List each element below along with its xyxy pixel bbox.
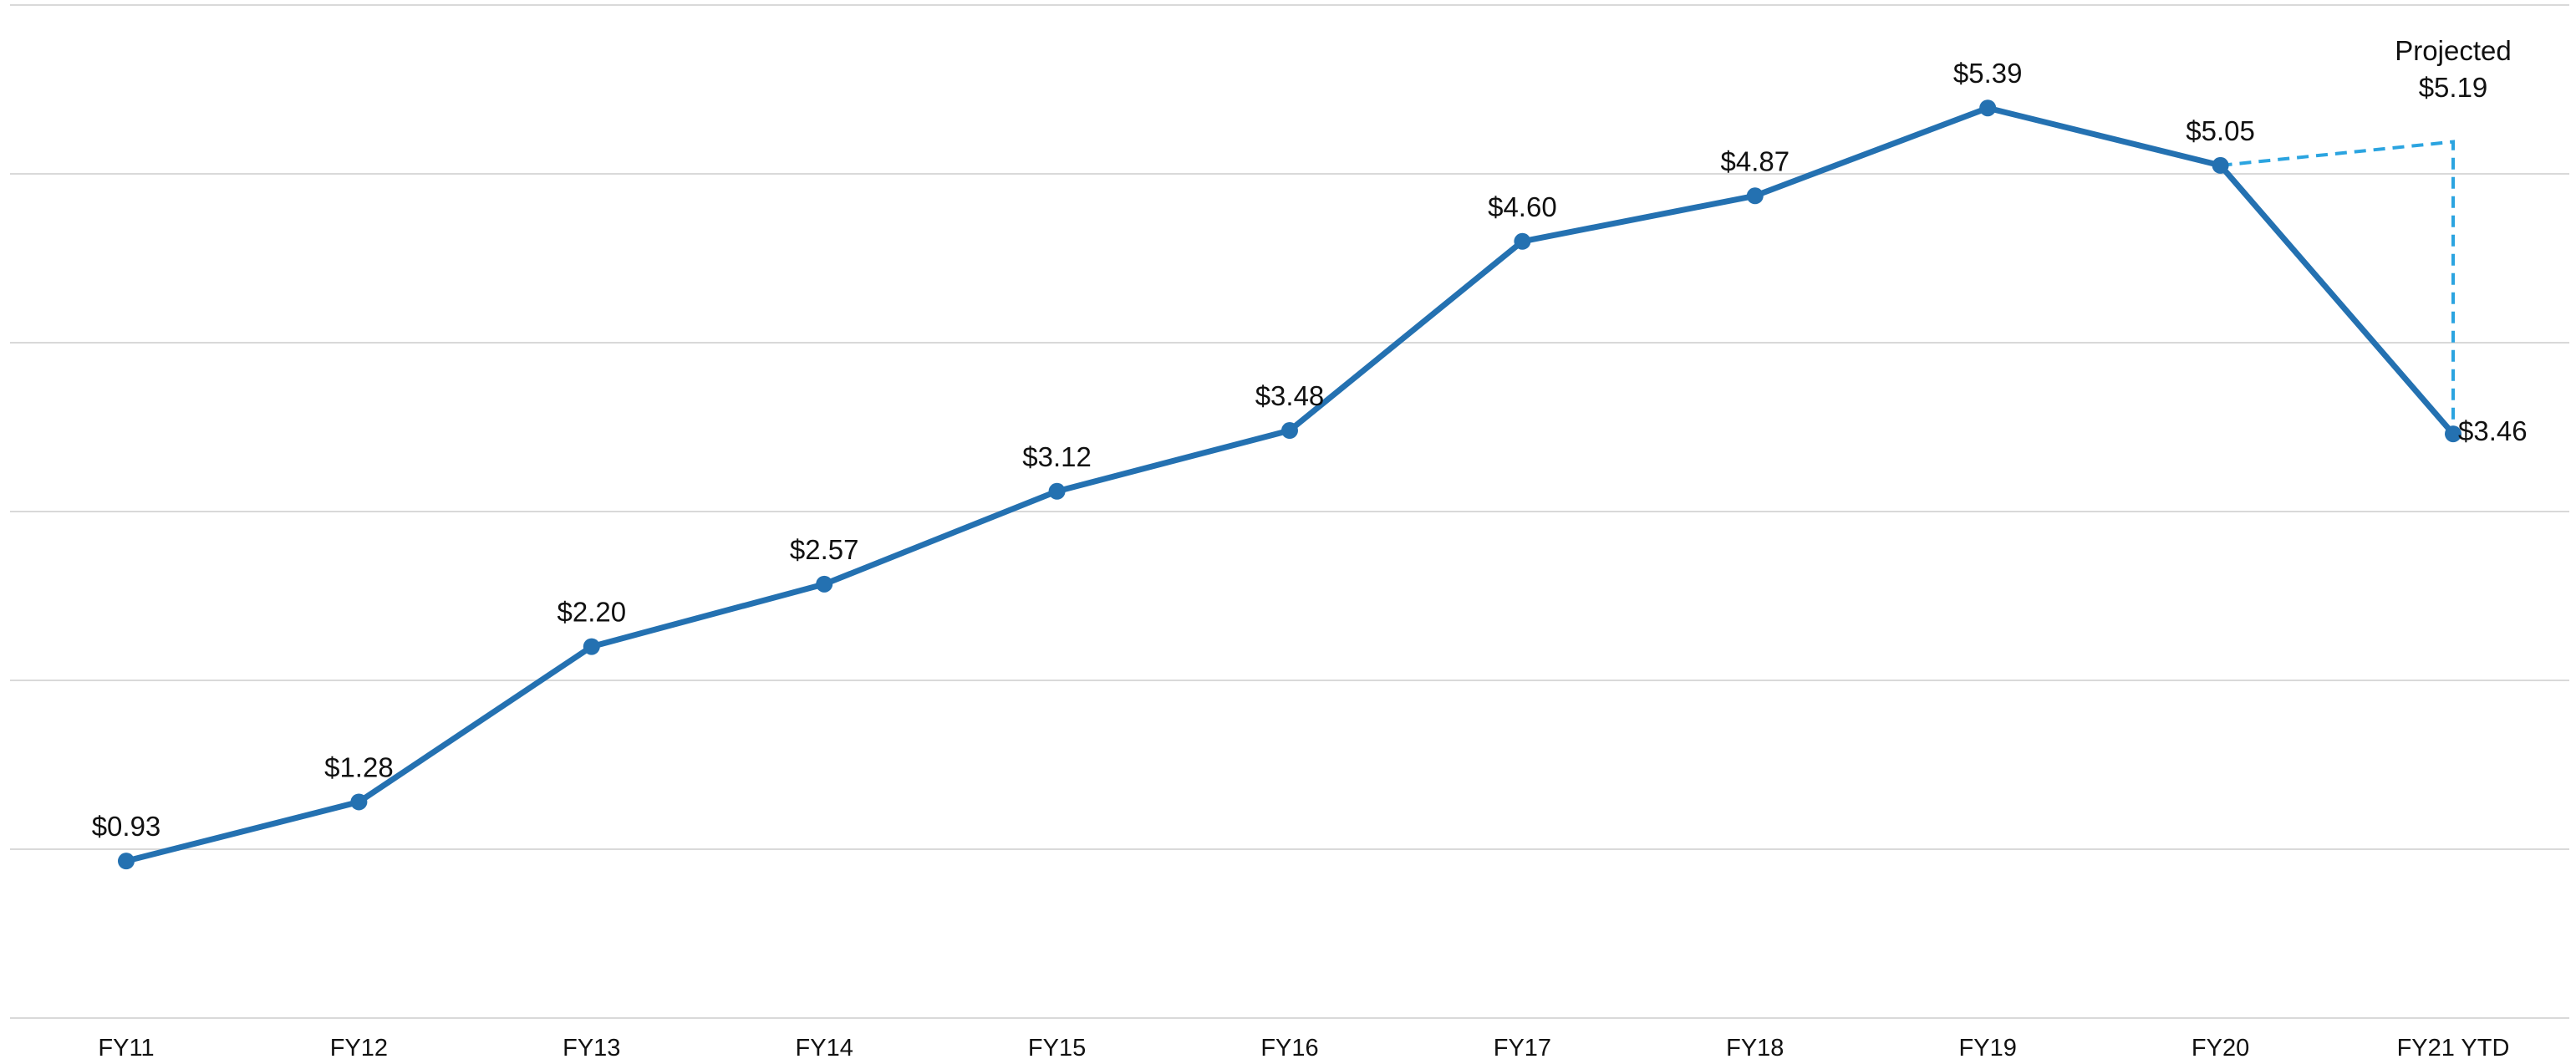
data-label: $1.28 (324, 751, 394, 782)
data-label: $4.60 (1488, 191, 1557, 222)
projection-label: Projected (2395, 35, 2511, 66)
x-tick-label: FY14 (796, 1035, 853, 1059)
data-label: $4.87 (1721, 145, 1790, 176)
data-label: $2.57 (790, 534, 859, 565)
x-tick-label: FY18 (1726, 1035, 1784, 1059)
data-point (118, 853, 135, 870)
projection-value-label: $5.19 (2419, 72, 2488, 103)
x-axis-ticks: FY11 FY12 FY13 FY14 FY15 FY16 FY17 FY18 FY19 FY20… (98, 1035, 2509, 1059)
data-points (118, 99, 2461, 870)
x-tick-label: FY12 (330, 1035, 388, 1059)
data-point (816, 575, 833, 593)
data-point (583, 638, 600, 655)
x-tick-label: FY21 YTD (2397, 1035, 2510, 1059)
data-point (2212, 156, 2229, 174)
projection-line (2220, 140, 2455, 435)
series-layer (123, 104, 2456, 864)
data-label: $3.46 (2458, 415, 2528, 446)
x-tick-label: FY15 (1028, 1035, 1086, 1059)
data-point (350, 793, 368, 811)
projection-annotation: Projected $5.19 (2395, 35, 2511, 103)
gridlines (10, 4, 2569, 1019)
projection-layer (2220, 140, 2455, 435)
data-point (1281, 422, 1298, 440)
data-point (1514, 232, 1531, 250)
x-tick-label: FY19 (1959, 1035, 2017, 1059)
x-tick-label: FY16 (1260, 1035, 1318, 1059)
data-label: $5.39 (1953, 58, 2023, 89)
data-label: $0.93 (92, 811, 161, 842)
data-label: $3.12 (1022, 441, 1092, 472)
data-point (1048, 482, 1066, 500)
data-point (1746, 187, 1764, 205)
data-label: $5.05 (2186, 115, 2255, 146)
x-tick-label: FY13 (563, 1035, 620, 1059)
x-tick-label: FY17 (1494, 1035, 1551, 1059)
data-labels: $0.93 $1.28 $2.20 $2.57 $3.12 $3.48 $4.60 $4.87… (92, 58, 2528, 842)
data-label: $3.48 (1255, 380, 1325, 411)
x-tick-label: FY11 (98, 1035, 154, 1059)
data-label: $2.20 (557, 597, 627, 628)
data-point (1979, 99, 1997, 117)
series-line (123, 104, 2456, 864)
data-point (2445, 425, 2461, 443)
x-tick-label: FY20 (2192, 1035, 2249, 1059)
